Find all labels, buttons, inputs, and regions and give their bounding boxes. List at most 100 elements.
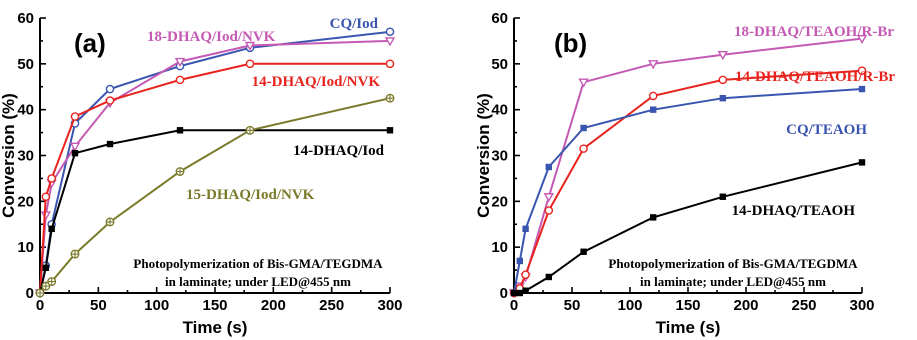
series-14-DHAQ/TEAOH/R-Br <box>509 66 867 298</box>
data-point <box>858 159 866 166</box>
data-point <box>69 142 81 152</box>
x-tick-label: 100 <box>144 297 169 314</box>
data-point <box>516 289 523 297</box>
series-label: CQ/TEAOH <box>786 122 867 138</box>
data-point <box>650 106 657 113</box>
x-tick-label: 200 <box>733 297 758 314</box>
data-point <box>647 60 659 70</box>
data-point <box>105 84 115 94</box>
data-point <box>580 124 587 132</box>
x-tick-label: 300 <box>849 297 874 314</box>
y-tick-label: 0 <box>500 285 508 302</box>
x-tick-label: 50 <box>90 297 107 314</box>
data-point <box>42 264 50 271</box>
data-point <box>70 112 80 121</box>
chart-panel-a: 0 50 100 150 200 250 300 0 10 20 30 40 50 60 Time (s) C… <box>0 10 403 337</box>
annotation-note: Photopolymerization of Bis-GMA/TEGDMA <box>133 256 383 271</box>
data-point <box>545 163 552 171</box>
data-point <box>578 78 589 88</box>
y-tick-label: 10 <box>17 239 34 256</box>
y-tick-label: 50 <box>17 56 34 73</box>
data-point <box>386 127 394 134</box>
y-tick-label: 10 <box>491 239 508 256</box>
series-label: 14-DHAQ/Iod <box>293 143 385 159</box>
series-label: 18-DHAQ/Iod/NVK <box>147 29 276 45</box>
series-14-DHAQ/TEAOH <box>510 159 866 297</box>
series-label: CQ/Iod <box>330 16 379 32</box>
data-point <box>543 193 555 203</box>
data-point <box>40 211 52 221</box>
y-tick-label: 30 <box>491 148 508 165</box>
x-tick-label: 50 <box>564 297 581 314</box>
data-point <box>41 192 51 202</box>
data-point <box>245 59 255 69</box>
annotation-note: in laminate; under LED@455 nm <box>165 274 351 289</box>
data-point <box>858 85 866 93</box>
x-tick-label: 0 <box>510 297 518 314</box>
series-label: 14-DHAQ/TEAOH <box>732 203 856 219</box>
x-axis-title: Time (s) <box>656 318 721 337</box>
x-tick-label: 200 <box>261 297 286 314</box>
data-point <box>105 96 115 105</box>
data-point <box>510 289 518 297</box>
x-tick-label: 300 <box>377 297 402 314</box>
data-point <box>71 150 79 157</box>
data-point <box>545 273 552 281</box>
series-label: 14-DHAQ/TEAOH/R-Br <box>735 69 895 85</box>
data-point <box>717 50 729 61</box>
data-point-cross <box>176 167 184 176</box>
y-tick-label: 60 <box>17 10 34 27</box>
x-tick-label: 150 <box>202 297 227 314</box>
data-point-cross <box>386 94 394 103</box>
data-point <box>719 95 726 102</box>
data-point-cross <box>42 282 50 290</box>
series-label: 14-DHAQ/Iod/NVK <box>252 74 381 90</box>
data-point <box>385 27 395 37</box>
data-point <box>718 75 728 85</box>
y-tick-label: 30 <box>17 148 34 165</box>
data-point <box>47 174 56 183</box>
data-point-cross <box>36 289 44 297</box>
series-label: 18-DHAQ/TEAOH/R-Br <box>734 24 894 40</box>
data-point-cross <box>106 218 114 226</box>
x-axis-title: Time (s) <box>183 318 248 337</box>
data-point-cross <box>47 277 56 286</box>
data-point <box>175 75 185 85</box>
data-point <box>385 59 395 69</box>
data-point <box>244 41 256 51</box>
x-tick-label: 250 <box>319 297 344 314</box>
x-tick-label: 100 <box>617 297 642 314</box>
data-point <box>516 257 523 265</box>
chart-panel-b: 0 50 100 150 200 250 300 0 10 20 30 40 50 60 Time (s) C… <box>474 10 895 337</box>
data-point <box>522 225 529 233</box>
y-tick-label: 20 <box>17 193 34 210</box>
data-point <box>648 91 658 101</box>
series-line <box>39 129 390 294</box>
data-point <box>176 127 184 134</box>
data-point <box>384 37 396 47</box>
data-point <box>174 57 186 67</box>
data-point-cross <box>71 250 79 258</box>
y-tick-label: 40 <box>17 102 34 119</box>
data-point <box>48 225 55 233</box>
data-point <box>544 206 554 215</box>
panel-label: (b) <box>554 28 587 58</box>
x-tick-label: 150 <box>675 297 700 314</box>
annotation-note: Photopolymerization of Bis-GMA/TEGDMA <box>608 256 858 271</box>
x-tick-label: 0 <box>36 297 44 314</box>
data-point <box>580 248 587 255</box>
data-point <box>522 287 529 294</box>
y-axis-title: Conversion (%) <box>0 93 18 218</box>
data-point <box>856 34 868 45</box>
data-point <box>521 270 530 279</box>
x-tick-label: 250 <box>791 297 816 314</box>
series-15-DHAQ/Iod/NVK <box>35 93 395 298</box>
y-axis-title: Conversion (%) <box>474 93 493 218</box>
data-point-cross <box>246 126 254 135</box>
data-point <box>857 66 867 76</box>
data-point <box>719 193 726 200</box>
series-label: 15-DHAQ/Iod/NVK <box>186 187 315 203</box>
series-line <box>39 39 391 294</box>
y-tick-label: 60 <box>491 10 508 27</box>
